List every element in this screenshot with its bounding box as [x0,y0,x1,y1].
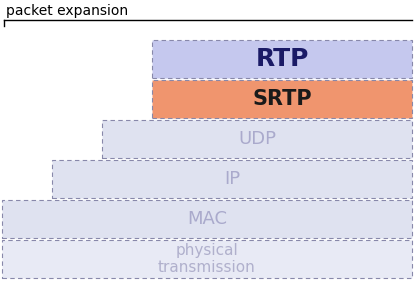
Bar [2,200,412,238]
Text: RTP: RTP [255,47,308,71]
Text: UDP: UDP [238,130,276,148]
Text: packet expansion: packet expansion [6,4,128,18]
Text: MAC: MAC [187,210,227,228]
Bar [152,80,412,118]
Bar [52,160,412,198]
Bar [152,40,412,78]
Text: SRTP: SRTP [252,89,312,109]
Text: physical
transmission: physical transmission [158,243,256,275]
Bar [2,240,412,278]
Text: IP: IP [224,170,240,188]
Bar [102,120,412,158]
